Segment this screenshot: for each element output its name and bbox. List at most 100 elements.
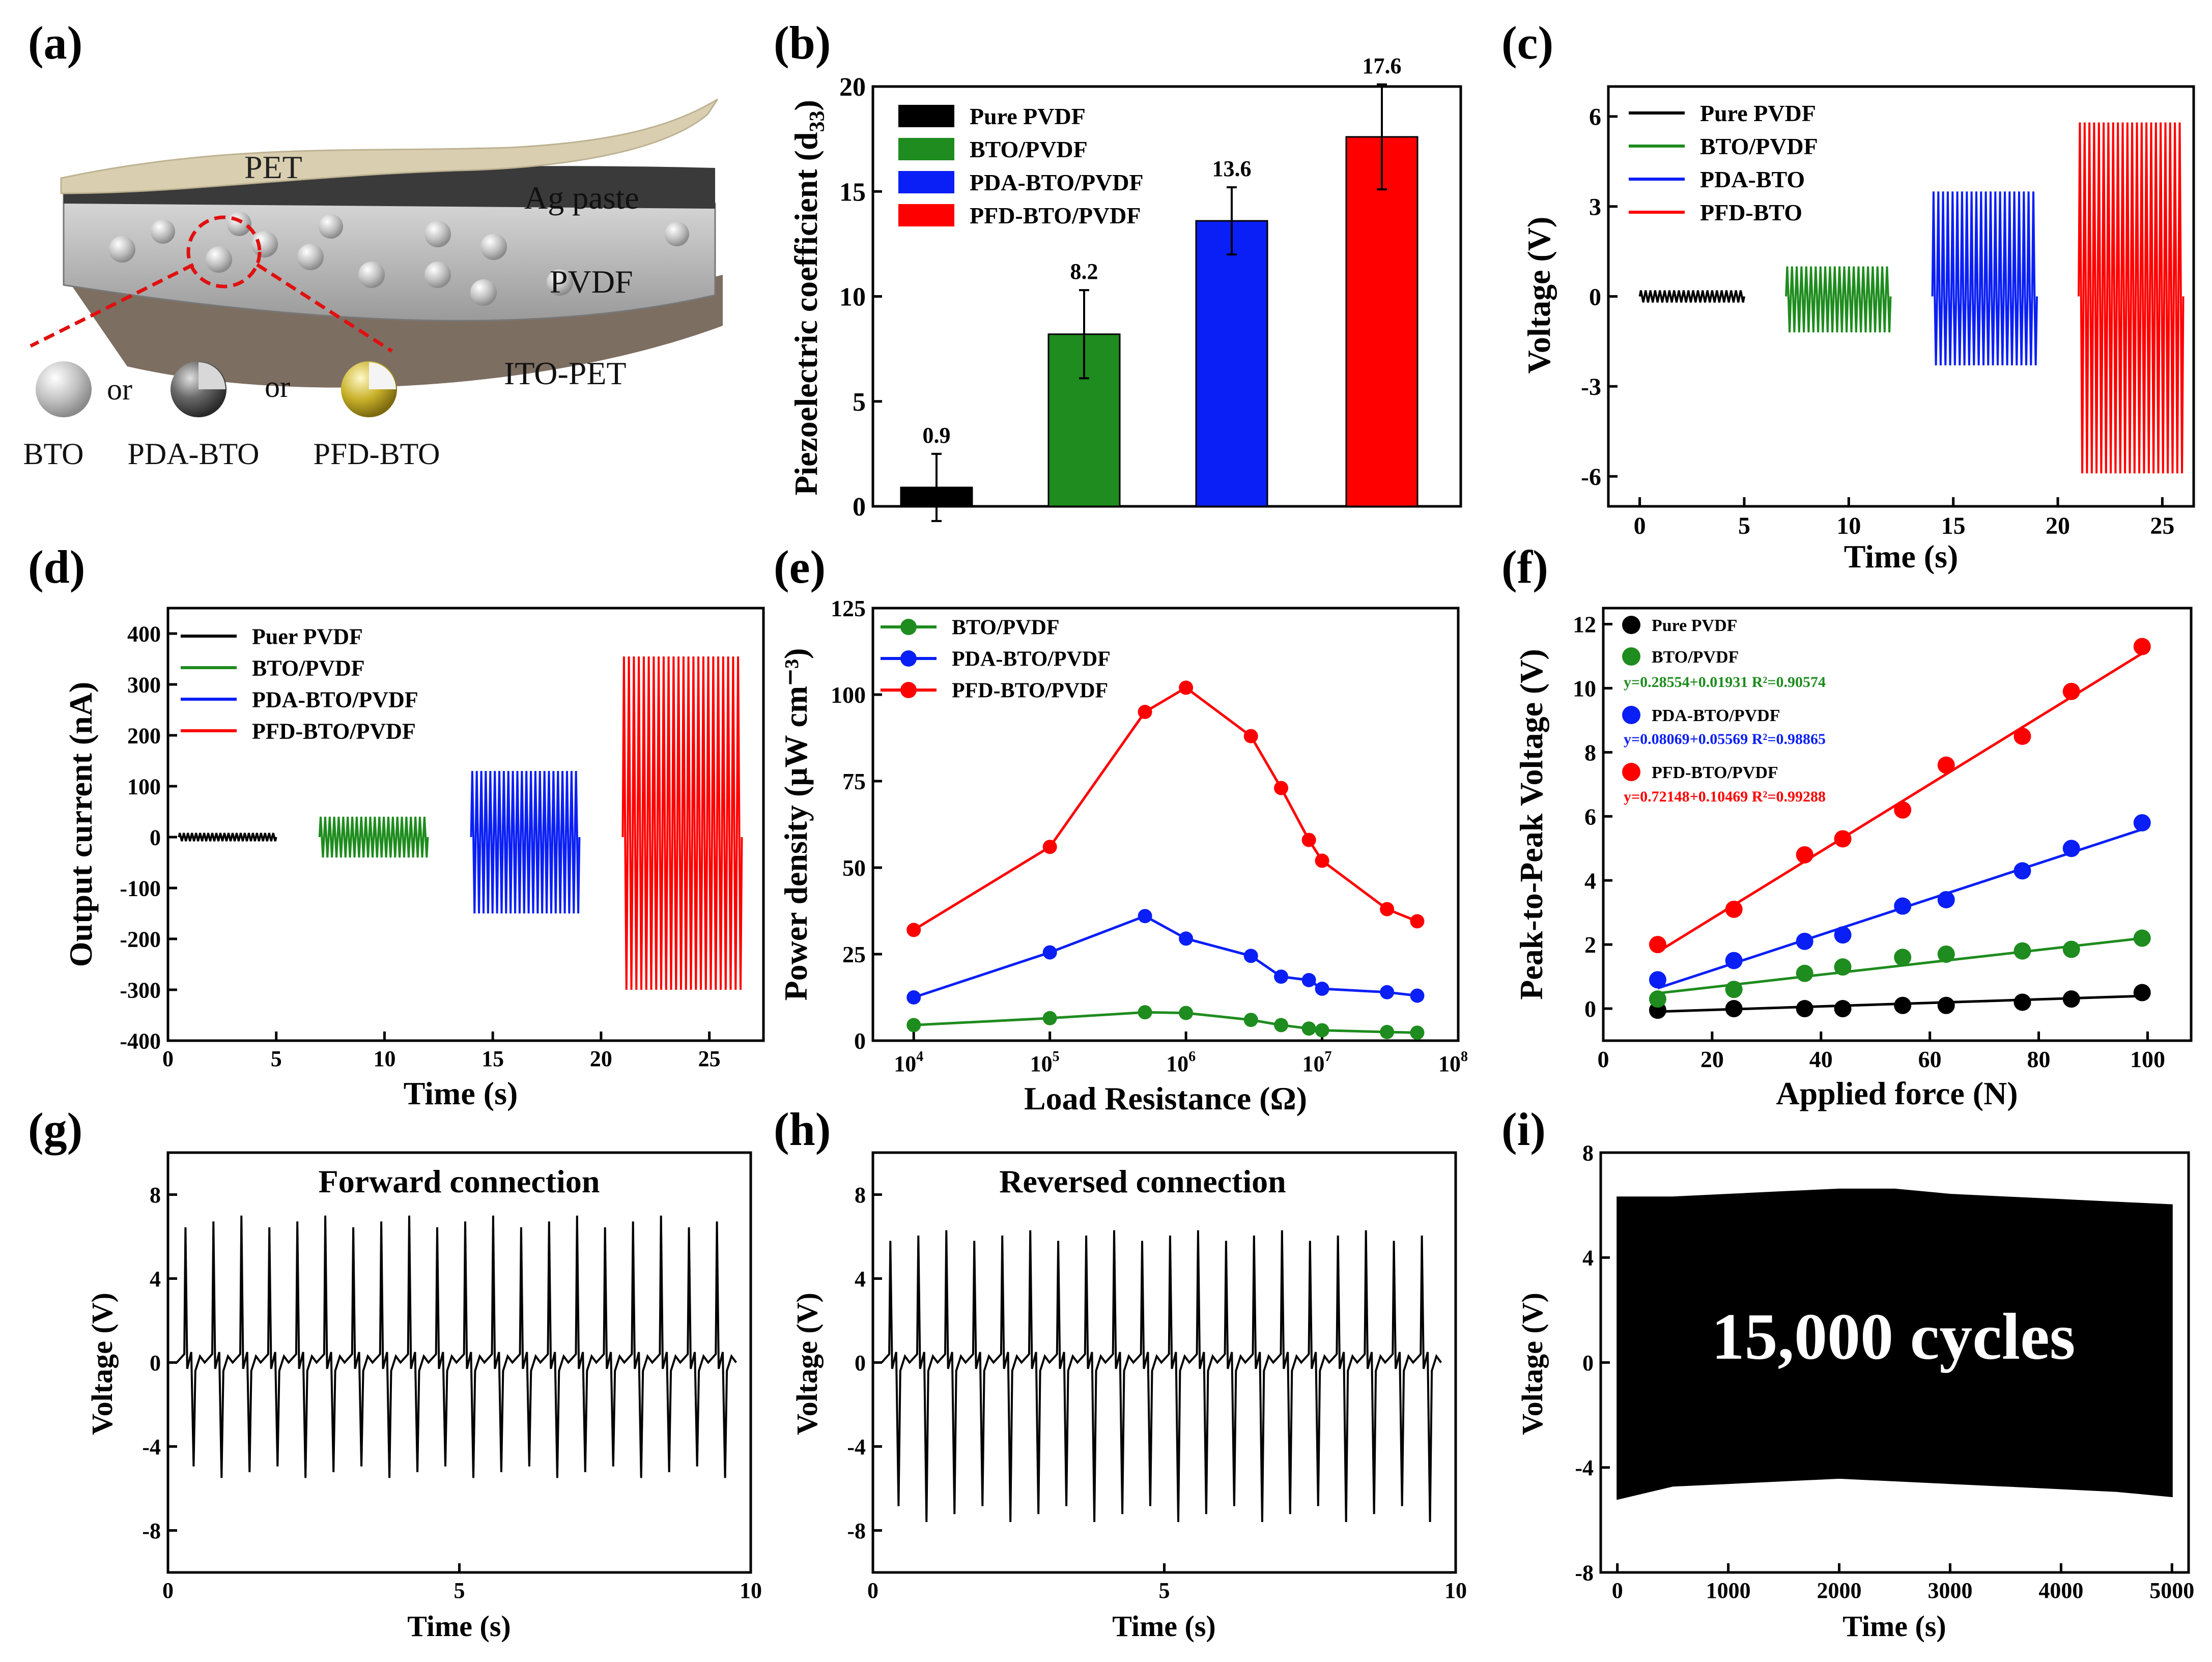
bto-particle-icon: [36, 361, 92, 417]
or-label-2: or: [265, 370, 290, 404]
particle: [109, 236, 135, 263]
particle: [424, 221, 451, 247]
data-point: [1894, 801, 1912, 819]
legend-label: PDA-BTO/PVDF: [252, 687, 418, 712]
series-line: [178, 833, 277, 842]
legend: Pure PVDF BTO/PVDF PDA-BTO/PVDF PFD-BTO/PVD…: [898, 103, 1144, 228]
series-line: [1638, 290, 1745, 303]
data-point: [1834, 926, 1852, 944]
data-point: [1274, 1018, 1289, 1033]
fit-line: [1657, 649, 2148, 953]
x-tick-label: 100: [2130, 1046, 2165, 1072]
y-tick-label: 300: [127, 672, 161, 697]
panel-label-h: (h): [774, 1103, 831, 1155]
data-point: [1834, 958, 1852, 976]
x-tick-label: 20: [590, 1046, 612, 1071]
data-point: [1796, 964, 1813, 982]
data-point: [2062, 990, 2080, 1008]
data-point: [1301, 1021, 1316, 1036]
y-tick-label: 200: [127, 723, 161, 748]
data-point: [1274, 781, 1289, 795]
chart-b: 0 5 10 15 20 0.9 8.2 13.6 17.6 Piezoelectric co…: [788, 53, 1462, 522]
legend-marker: [1622, 763, 1640, 781]
signal-series: [881, 1230, 1442, 1523]
panel-label-c: (c): [1501, 17, 1553, 69]
legend-label: PFD-BTO/PVDF: [252, 719, 416, 743]
legend-label: PDA-BTO/PVDF: [1652, 706, 1780, 725]
layer-label-ito-pet: ITO-PET: [504, 355, 627, 391]
layer-label-ag-paste: Ag paste: [524, 180, 639, 216]
y-tick-label: 100: [831, 682, 866, 708]
x-tick-label: 10: [1836, 512, 1861, 539]
x-tick-label: 10: [740, 1578, 762, 1603]
signal-line: [881, 1230, 1442, 1523]
legend-swatch: [898, 171, 954, 193]
chart-c: -6 -3 0 3 6 0 5 10 15 20 25 Pure PVDF BTO/PVDF PDA-B…: [1521, 85, 2195, 575]
bars: 0.9 8.2 13.6 17.6: [900, 53, 1419, 522]
x-tick-exponent: 8: [1461, 1049, 1468, 1065]
y-tick-label: 0: [854, 1028, 866, 1054]
data-point: [1834, 1000, 1852, 1018]
legend-marker: [900, 619, 917, 635]
series-line: [470, 770, 581, 914]
data-point: [1274, 969, 1289, 984]
y-tick-label: 25: [842, 941, 866, 967]
y-tick-label: 0: [1589, 283, 1601, 310]
y-tick-label: 2: [1584, 932, 1596, 958]
x-axis-label: Time (s): [1112, 1610, 1216, 1643]
series: [1649, 638, 2151, 1019]
data-point: [906, 990, 921, 1005]
series-line: [2078, 122, 2185, 474]
chart-h: -8 -4 0 4 8 0 5 10 Reversed connection Time (s)…: [790, 1151, 1467, 1643]
data-point: [2133, 984, 2151, 1001]
data-point: [1894, 996, 1912, 1014]
legend-label: Puer PVDF: [252, 624, 363, 649]
data-point: [1894, 949, 1912, 966]
plot-frame: [871, 607, 1460, 1042]
chart-i: -8 -4 0 4 8 0 1000 2000 3000 4000 5000 15,000 cycl…: [1516, 1140, 2194, 1643]
pet-layer: [60, 98, 719, 194]
x-tick-label: 105: [1030, 1049, 1060, 1076]
legend-label: BTO/PVDF: [1700, 133, 1818, 159]
data-point: [1315, 982, 1329, 996]
panel-label-g: (g): [28, 1103, 82, 1155]
y-tick-label: 75: [842, 768, 866, 794]
data-point: [1301, 973, 1316, 987]
x-axis-label: Time (s): [404, 1075, 518, 1111]
legend: Pure PVDF BTO/PVDF PDA-BTO PFD-BTO: [1629, 100, 1818, 225]
axes: -8 -4 0 4 8 0 5 10: [142, 1183, 762, 1603]
particle: [470, 279, 497, 306]
layer-label-pvdf: PVDF: [550, 264, 633, 300]
data-point: [1380, 902, 1395, 916]
data-label: 17.6: [1363, 53, 1402, 78]
y-axis-label: Peak-to-Peak Voltage (V): [1513, 649, 1549, 1000]
legend-label: Pure PVDF: [1700, 100, 1816, 126]
legend-label: BTO/PVDF: [970, 136, 1088, 162]
x-axis-label: Applied force (N): [1776, 1075, 2018, 1111]
axes: -8 -4 0 4 8 0 1000 2000 3000 4000 5000: [1575, 1140, 2194, 1603]
data-point: [2014, 862, 2031, 880]
series-line: [621, 656, 743, 990]
signal-band: [1617, 1188, 2173, 1500]
data-label: 13.6: [1212, 156, 1252, 181]
data-point: [1315, 1023, 1329, 1038]
x-tick-exponent: 7: [1325, 1049, 1332, 1065]
legend-marker: [1622, 616, 1640, 634]
legend: Puer PVDF BTO/PVDF PDA-BTO/PVDF PFD-BTO/PVD…: [181, 624, 418, 743]
zoom-circle: [186, 215, 262, 289]
y-axis-label: Voltage (V): [1521, 217, 1557, 374]
data-point: [1179, 931, 1194, 946]
data-point: [1243, 729, 1258, 743]
y-tick-label: 0: [1584, 996, 1596, 1022]
fit-line: [913, 686, 1418, 931]
data-point: [1138, 909, 1152, 924]
y-tick-label: 400: [127, 621, 161, 646]
legend-label: PFD-BTO/PVDF: [970, 203, 1141, 228]
legend-marker: [900, 650, 917, 667]
panel-label-i: (i): [1501, 1103, 1546, 1155]
x-tick-label: 4000: [2038, 1578, 2083, 1603]
data-point: [1042, 840, 1057, 854]
